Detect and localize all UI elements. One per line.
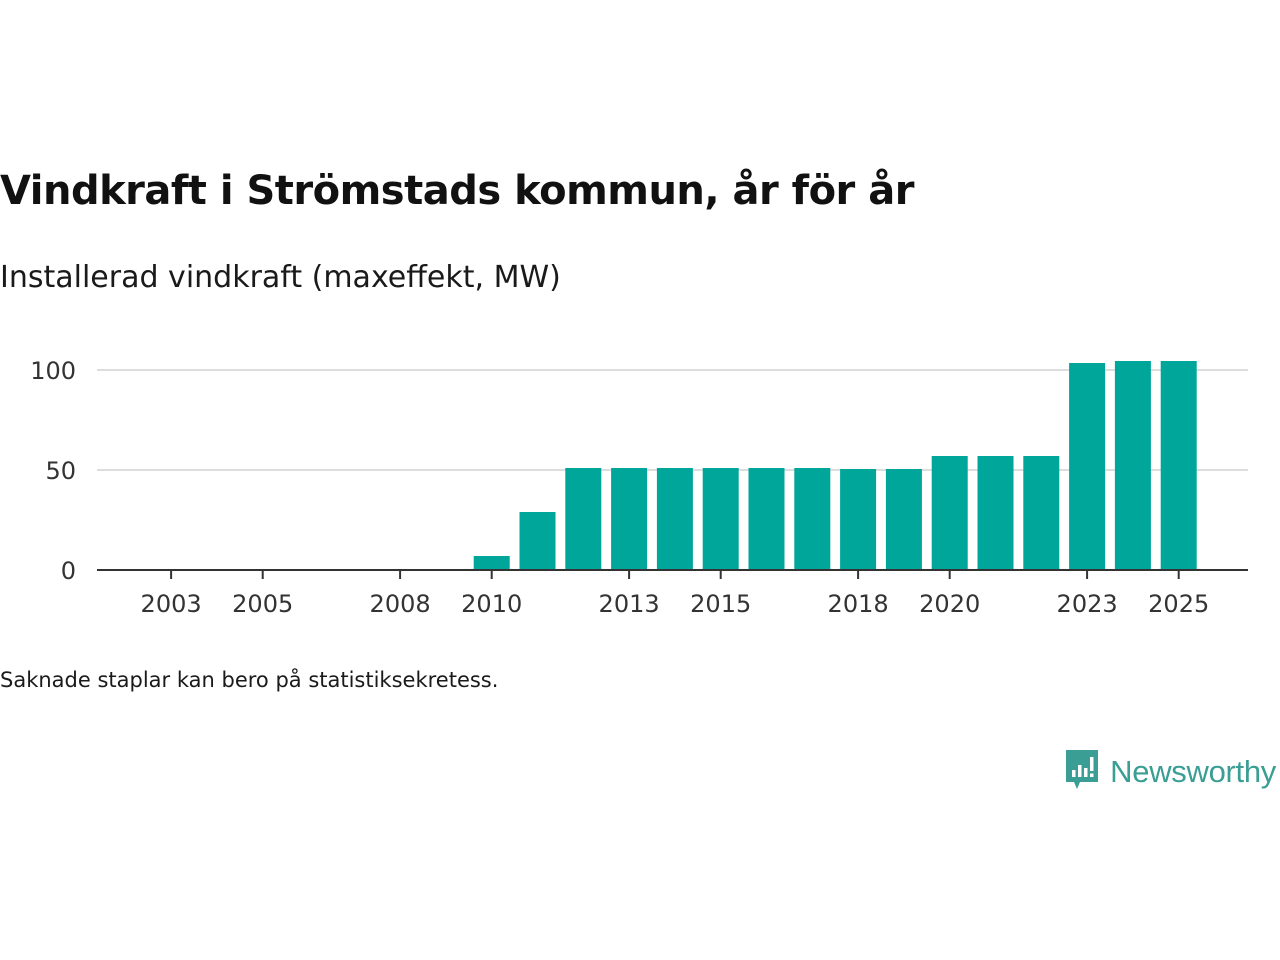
bar-2016 <box>748 468 785 570</box>
x-tick-label: 2010 <box>461 590 522 618</box>
y-tick-label: 50 <box>45 457 76 485</box>
x-tick-label: 2013 <box>599 590 660 618</box>
footnote: Saknade staplar kan bero på statistiksek… <box>0 668 499 692</box>
bar-2012 <box>565 468 602 570</box>
brand-logo: Newsworthy <box>1064 748 1276 796</box>
bar-2025 <box>1160 361 1197 570</box>
x-tick-label: 2005 <box>232 590 293 618</box>
x-tick-label: 2025 <box>1148 590 1209 618</box>
bar-2015 <box>702 468 739 570</box>
x-tick-label: 2015 <box>690 590 751 618</box>
x-axis-ticks: 2003 2005 2008 2010 2013 2015 2018 2020 2023 2025 <box>141 570 1209 618</box>
bars <box>473 361 1197 570</box>
chart-title: Vindkraft i Strömstads kommun, år för år <box>0 168 914 214</box>
y-tick-label: 0 <box>61 557 76 585</box>
bar-2020 <box>931 456 968 570</box>
x-tick-label: 2003 <box>141 590 202 618</box>
y-tick-label: 100 <box>30 357 76 385</box>
chart-subtitle: Installerad vindkraft (maxeffekt, MW) <box>0 260 561 295</box>
y-axis-ticks: 0 50 100 <box>30 357 76 585</box>
x-tick-label: 2023 <box>1057 590 1118 618</box>
bar-2021 <box>977 456 1014 570</box>
bar-2024 <box>1114 361 1151 570</box>
brand-name: Newsworthy <box>1110 754 1276 789</box>
bar-2013 <box>611 468 648 570</box>
bar-2023 <box>1069 363 1106 570</box>
bar-2018 <box>840 469 877 570</box>
bar-2011 <box>519 512 556 570</box>
bar-2017 <box>794 468 831 570</box>
bar-2022 <box>1023 456 1060 570</box>
bar-2010 <box>473 556 510 570</box>
newsworthy-logo-icon <box>1064 748 1100 796</box>
bar-2014 <box>656 468 693 570</box>
x-tick-label: 2008 <box>370 590 431 618</box>
bar-2019 <box>885 469 922 570</box>
x-tick-label: 2020 <box>919 590 980 618</box>
x-tick-label: 2018 <box>828 590 889 618</box>
